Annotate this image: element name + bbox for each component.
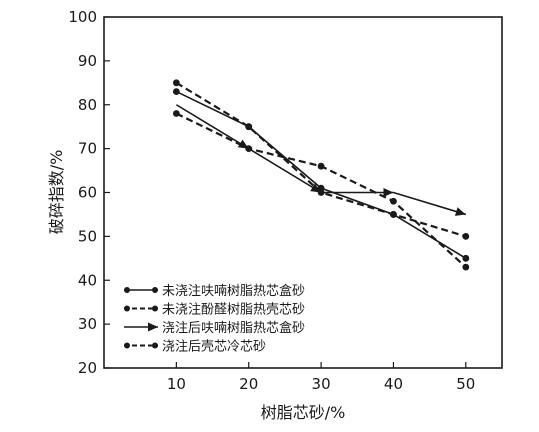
x-tick-label: 20 bbox=[239, 375, 258, 393]
series-3-point bbox=[237, 139, 249, 149]
series-4-point bbox=[390, 197, 397, 205]
y-axis-ticks: 20 30 40 50 60 70 80 90 100 bbox=[68, 8, 110, 377]
series-layer bbox=[172, 79, 470, 271]
series-3-point bbox=[310, 183, 322, 193]
y-tick-label: 60 bbox=[78, 184, 97, 202]
y-tick-label: 80 bbox=[78, 96, 97, 114]
series-4-point bbox=[462, 263, 470, 271]
legend-marker bbox=[152, 287, 158, 293]
series-2-line bbox=[175, 81, 467, 238]
legend-item: 未浇注酚醛树脂热壳芯砂 bbox=[124, 302, 305, 318]
legend-marker bbox=[124, 287, 130, 293]
legend-item: 未浇注呋喃树脂热芯盒砂 bbox=[124, 283, 305, 299]
x-axis-ticks: 10 20 30 40 50 bbox=[167, 362, 475, 393]
legend-marker bbox=[124, 342, 130, 349]
x-tick-label: 30 bbox=[312, 375, 331, 393]
x-tick-label: 40 bbox=[384, 375, 403, 393]
x-tick-label: 10 bbox=[167, 375, 186, 393]
legend-marker bbox=[152, 305, 158, 312]
series-2-point bbox=[172, 79, 180, 87]
x-axis-label: 树脂芯砂/% bbox=[261, 403, 346, 422]
legend-label: 未浇注呋喃树脂热芯盒砂 bbox=[162, 283, 305, 299]
y-axis-label: 破碎指数/% bbox=[47, 150, 66, 235]
series-1-point bbox=[172, 88, 180, 95]
legend-label: 未浇注酚醛树脂热壳芯砂 bbox=[162, 302, 305, 318]
legend-item: 浇注后壳芯冷芯砂 bbox=[124, 340, 266, 355]
y-tick-label: 100 bbox=[68, 8, 97, 26]
series-3-point bbox=[383, 188, 394, 197]
legend-marker bbox=[148, 322, 158, 332]
y-tick-label: 90 bbox=[78, 52, 97, 70]
legend-label: 浇注后呋喃树脂热芯盒砂 bbox=[162, 320, 305, 336]
y-tick-label: 50 bbox=[78, 227, 97, 245]
series-1-point bbox=[462, 254, 470, 262]
legend-marker bbox=[152, 342, 158, 349]
legend-label: 浇注后壳芯冷芯砂 bbox=[162, 340, 266, 355]
series-4-point bbox=[172, 110, 180, 117]
series-4-point bbox=[245, 145, 253, 153]
legend-marker bbox=[124, 305, 130, 312]
series-4 bbox=[172, 110, 470, 271]
series-2 bbox=[172, 79, 470, 240]
series-1-line bbox=[176, 90, 467, 259]
series-2-point bbox=[245, 123, 253, 131]
series-4-point bbox=[317, 162, 325, 170]
series-3-line bbox=[175, 104, 467, 216]
x-tick-label: 50 bbox=[456, 375, 475, 393]
y-tick-label: 20 bbox=[78, 359, 97, 377]
legend-item: 浇注后呋喃树脂热芯盒砂 bbox=[124, 320, 305, 336]
series-3 bbox=[175, 104, 467, 216]
series-3-point bbox=[454, 207, 466, 216]
y-tick-label: 70 bbox=[78, 140, 97, 158]
series-2-point bbox=[390, 211, 397, 218]
y-tick-label: 40 bbox=[78, 271, 97, 289]
series-2-point bbox=[462, 232, 470, 240]
series-1 bbox=[172, 88, 470, 262]
legend: 未浇注呋喃树脂热芯盒砂未浇注酚醛树脂热壳芯砂浇注后呋喃树脂热芯盒砂浇注后壳芯冷芯… bbox=[124, 283, 305, 355]
y-tick-label: 30 bbox=[78, 315, 97, 333]
